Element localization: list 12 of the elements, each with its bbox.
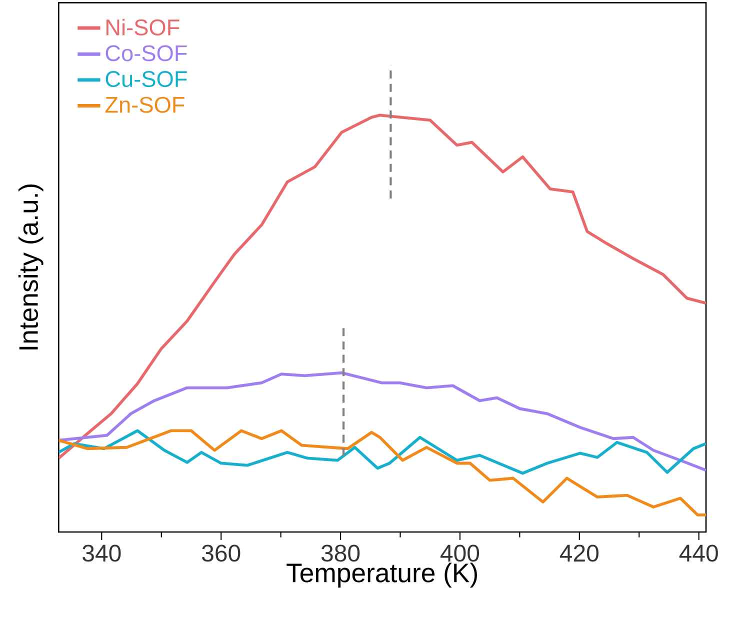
x-tick-label: 360 — [202, 544, 240, 562]
legend-label: Zn-SOF — [105, 96, 184, 113]
legend-label: Cu-SOF — [106, 71, 187, 88]
y-axis-title: Intensity (a.u.) — [18, 184, 44, 350]
x-tick-label: 340 — [82, 544, 121, 562]
x-tick-label: 440 — [679, 544, 718, 562]
x-tick-label: 420 — [560, 544, 598, 562]
legend-label: Co-SOF — [106, 45, 187, 62]
x-tick-label: 380 — [321, 544, 360, 562]
x-axis-title: Temperature (K) — [286, 562, 477, 588]
legend-label: Ni-SOF — [106, 18, 180, 36]
x-tick-label: 400 — [440, 544, 480, 562]
